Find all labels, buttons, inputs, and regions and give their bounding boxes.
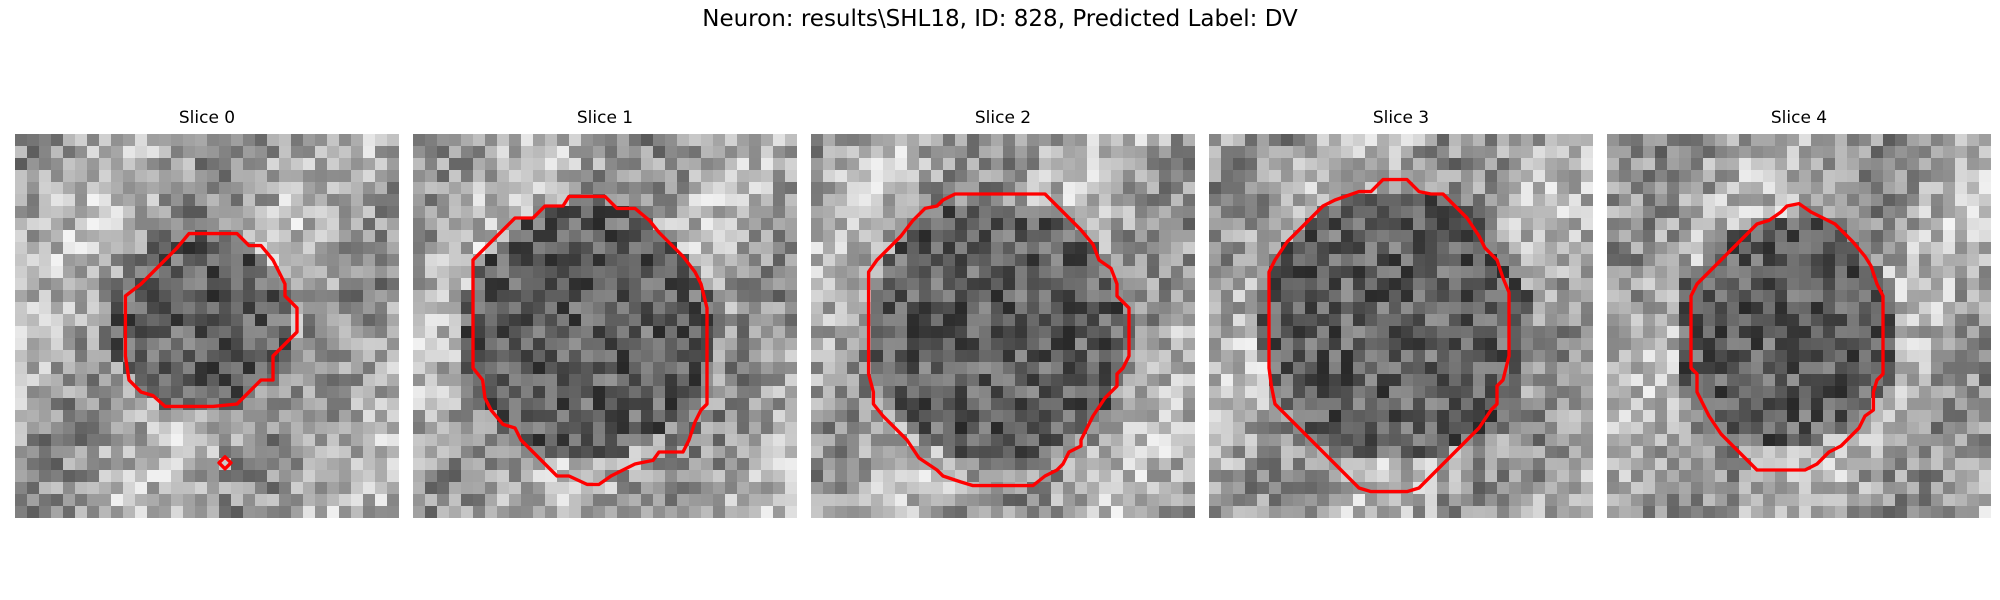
slice-title-0: Slice 0 [178, 108, 236, 128]
contour-outline [866, 192, 1131, 488]
slice-panel-4: Slice 4 [1607, 108, 1991, 518]
slice-panel-0: Slice 0 [15, 108, 399, 518]
slice-panel-1: Slice 1 [413, 108, 797, 518]
slice-panel-2: Slice 2 [811, 108, 1195, 518]
slice-image-1 [413, 134, 797, 518]
slice-image-4 [1607, 134, 1991, 518]
slice-image-3 [1209, 134, 1593, 518]
figure-title: Neuron: results\SHL18, ID: 828, Predicte… [702, 6, 1298, 32]
contour-outline [471, 194, 709, 487]
contour-outline [123, 231, 299, 409]
contour-outline [217, 455, 233, 471]
slice-title-4: Slice 4 [1770, 108, 1828, 128]
contour-outline [1267, 177, 1511, 494]
slice-title-3: Slice 3 [1372, 108, 1430, 128]
slice-panel-3: Slice 3 [1209, 108, 1593, 518]
slice-title-2: Slice 2 [974, 108, 1032, 128]
slice-image-0 [15, 134, 399, 518]
contour-outline [1689, 201, 1885, 472]
slice-image-2 [811, 134, 1195, 518]
slice-title-1: Slice 1 [576, 108, 634, 128]
